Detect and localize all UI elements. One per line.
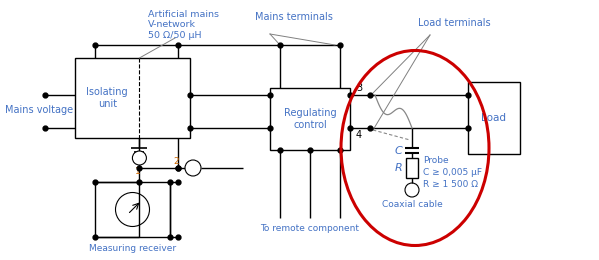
Text: R: R bbox=[394, 163, 402, 173]
Text: Load terminals: Load terminals bbox=[418, 18, 491, 28]
Text: Mains voltage: Mains voltage bbox=[5, 105, 73, 115]
Text: Load: Load bbox=[482, 113, 507, 123]
Text: Measuring receiver: Measuring receiver bbox=[89, 244, 176, 253]
Text: Isolating
unit: Isolating unit bbox=[86, 87, 128, 109]
Text: 3: 3 bbox=[356, 83, 362, 93]
Text: Coaxial cable: Coaxial cable bbox=[382, 200, 443, 209]
Text: Artificial mains
V-network
50 Ω/50 μH: Artificial mains V-network 50 Ω/50 μH bbox=[148, 10, 219, 40]
Text: Mains terminals: Mains terminals bbox=[255, 12, 333, 22]
Bar bbox=[468, 82, 520, 154]
Text: 2: 2 bbox=[173, 158, 179, 166]
Text: Probe
C ≥ 0,005 μF
R ≥ 1 500 Ω: Probe C ≥ 0,005 μF R ≥ 1 500 Ω bbox=[423, 156, 482, 188]
Circle shape bbox=[132, 151, 146, 165]
Text: 1: 1 bbox=[135, 167, 140, 176]
Bar bbox=[95, 182, 170, 237]
Text: 4: 4 bbox=[356, 130, 362, 140]
Bar bbox=[75, 58, 190, 138]
Circle shape bbox=[185, 160, 201, 176]
Text: Regulating
control: Regulating control bbox=[284, 108, 336, 130]
Text: C: C bbox=[394, 146, 402, 155]
Text: To remote component: To remote component bbox=[261, 224, 359, 233]
Bar bbox=[406, 158, 418, 178]
Bar bbox=[270, 88, 350, 150]
